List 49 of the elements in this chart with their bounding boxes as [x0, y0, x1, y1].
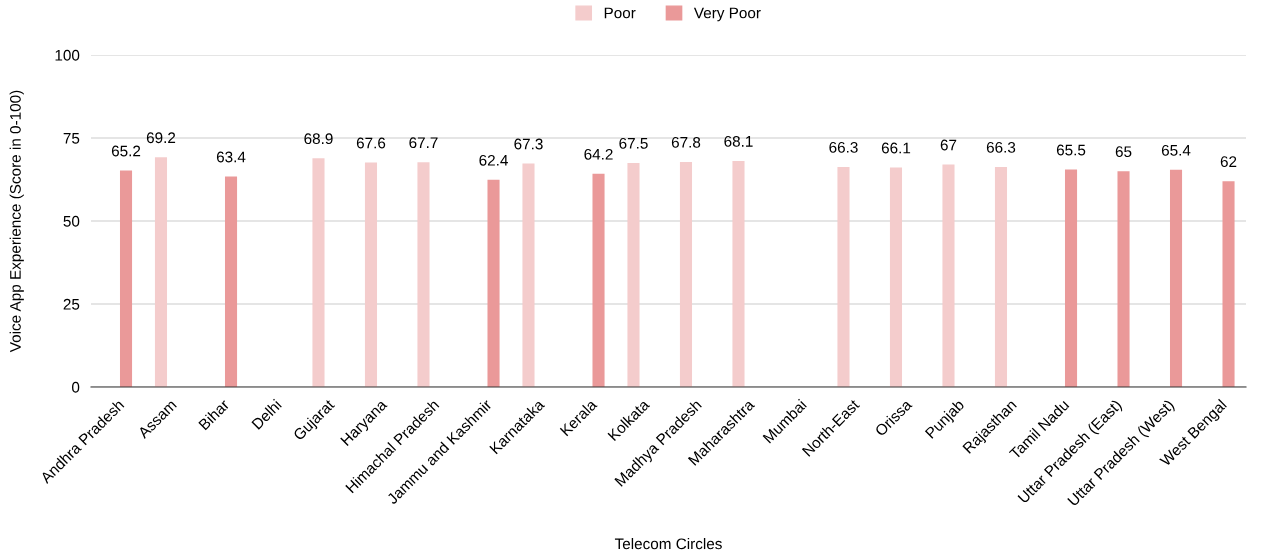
bar [154, 157, 168, 387]
data-label: 67.3 [514, 138, 543, 150]
data-label: 67.6 [356, 137, 386, 149]
legend-label: Very Poor [693, 7, 761, 22]
y-axis-title: Voice App Experience (Score in 0-100) [9, 90, 24, 353]
data-label: 65 [1115, 146, 1132, 158]
bar [732, 160, 745, 387]
bar [942, 164, 955, 387]
bar [1117, 171, 1130, 387]
bar [417, 162, 430, 387]
data-label: 63.4 [216, 151, 246, 163]
data-label: 67.5 [619, 137, 648, 149]
bar [119, 170, 133, 387]
bar [487, 179, 500, 387]
bar [627, 162, 640, 387]
bar [837, 166, 850, 387]
bar [312, 158, 325, 387]
bar [592, 173, 605, 387]
data-label: 66.1 [881, 142, 911, 154]
x-axis-title: Telecom Circles [614, 538, 722, 550]
data-label: 66.3 [986, 141, 1016, 153]
data-label: 67.8 [671, 136, 701, 148]
legend-label: Poor [604, 7, 636, 19]
bar [1222, 181, 1235, 387]
y-tick-label: 75 [63, 133, 80, 144]
data-label: 67 [940, 139, 957, 151]
y-tick-label: 100 [55, 49, 80, 61]
y-tick-label: 25 [63, 298, 80, 310]
data-label: 65.5 [1056, 144, 1086, 156]
bar [224, 176, 238, 387]
bar [1064, 169, 1078, 387]
bar [679, 161, 693, 387]
bar [1169, 169, 1183, 387]
data-label: 65.2 [111, 145, 141, 157]
data-label: 62.4 [479, 154, 508, 166]
data-label: 65.4 [1161, 144, 1191, 156]
data-label: 64.2 [584, 148, 613, 160]
bar [889, 167, 903, 387]
y-tick-label: 0 [71, 381, 80, 393]
y-tick-label: 50 [63, 215, 80, 227]
data-label: 62 [1220, 156, 1237, 168]
data-label: 68.1 [724, 135, 753, 147]
data-label: 66.3 [829, 141, 858, 153]
bar [522, 163, 535, 387]
data-label: 68.9 [304, 133, 333, 145]
bar [364, 162, 378, 387]
bar [994, 166, 1008, 387]
data-label: 69.2 [146, 132, 176, 144]
data-label: 67.7 [409, 137, 438, 149]
